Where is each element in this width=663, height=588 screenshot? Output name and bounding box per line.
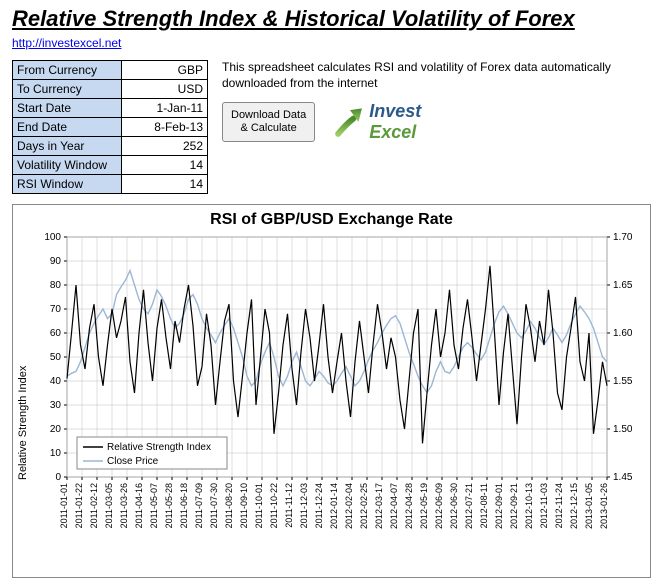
params-table: From CurrencyGBPTo CurrencyUSDStart Date… xyxy=(12,60,208,194)
param-value: GBP xyxy=(122,61,208,80)
param-value: 14 xyxy=(122,175,208,194)
param-row: Volatility Window14 xyxy=(13,156,208,175)
svg-text:2011-10-22: 2011-10-22 xyxy=(269,483,279,528)
svg-text:1.55: 1.55 xyxy=(613,376,633,387)
svg-text:2011-07-30: 2011-07-30 xyxy=(209,483,219,528)
svg-text:2012-02-04: 2012-02-04 xyxy=(344,483,354,529)
svg-text:2012-11-03: 2012-11-03 xyxy=(539,483,549,528)
param-value: 14 xyxy=(122,156,208,175)
svg-text:2012-04-28: 2012-04-28 xyxy=(404,483,414,529)
svg-text:2012-08-11: 2012-08-11 xyxy=(479,483,489,528)
svg-text:2013-01-26: 2013-01-26 xyxy=(599,483,609,529)
svg-text:1.65: 1.65 xyxy=(613,280,633,291)
svg-text:1.70: 1.70 xyxy=(613,233,633,243)
param-row: Days in Year252 xyxy=(13,137,208,156)
svg-text:10: 10 xyxy=(50,448,62,459)
svg-text:2011-06-18: 2011-06-18 xyxy=(179,483,189,528)
svg-text:2012-10-13: 2012-10-13 xyxy=(524,483,534,529)
svg-text:2012-04-07: 2012-04-07 xyxy=(389,483,399,529)
param-label: RSI Window xyxy=(13,175,122,194)
svg-text:80: 80 xyxy=(50,280,62,291)
param-label: Start Date xyxy=(13,99,122,118)
svg-text:Close Price: Close Price xyxy=(107,456,159,467)
description-text: This spreadsheet calculates RSI and vola… xyxy=(222,60,651,91)
svg-text:2011-03-05: 2011-03-05 xyxy=(104,483,114,528)
svg-text:2012-11-24: 2012-11-24 xyxy=(554,483,564,528)
svg-text:2012-07-21: 2012-07-21 xyxy=(464,483,474,529)
svg-text:2011-11-12: 2011-11-12 xyxy=(284,483,294,528)
param-row: End Date8-Feb-13 xyxy=(13,118,208,137)
download-calculate-button[interactable]: Download Data& Calculate xyxy=(222,102,315,142)
svg-text:2011-12-03: 2011-12-03 xyxy=(299,483,309,528)
svg-text:0: 0 xyxy=(55,472,61,483)
param-label: Days in Year xyxy=(13,137,122,156)
svg-text:2012-03-17: 2012-03-17 xyxy=(374,483,384,529)
svg-text:2013-01-05: 2013-01-05 xyxy=(584,483,594,529)
param-label: To Currency xyxy=(13,80,122,99)
logo-text-excel: Excel xyxy=(369,122,416,142)
svg-text:30: 30 xyxy=(50,400,62,411)
param-value: 8-Feb-13 xyxy=(122,118,208,137)
rsi-chart: RSI of GBP/USD Exchange Rate Relative St… xyxy=(12,204,651,578)
svg-text:Relative Strength Index: Relative Strength Index xyxy=(107,442,211,453)
param-label: Volatility Window xyxy=(13,156,122,175)
svg-text:60: 60 xyxy=(50,328,62,339)
param-row: RSI Window14 xyxy=(13,175,208,194)
svg-text:2011-07-09: 2011-07-09 xyxy=(194,483,204,528)
svg-text:1.50: 1.50 xyxy=(613,424,633,435)
svg-text:2011-03-26: 2011-03-26 xyxy=(119,483,129,528)
svg-text:2012-06-09: 2012-06-09 xyxy=(434,483,444,529)
svg-text:2011-10-01: 2011-10-01 xyxy=(254,483,264,528)
param-label: End Date xyxy=(13,118,122,137)
svg-text:2012-01-14: 2012-01-14 xyxy=(329,483,339,529)
invest-excel-logo: Invest Excel xyxy=(333,101,421,143)
param-value: 252 xyxy=(122,137,208,156)
param-row: From CurrencyGBP xyxy=(13,61,208,80)
page-title: Relative Strength Index & Historical Vol… xyxy=(12,6,651,32)
svg-text:40: 40 xyxy=(50,376,62,387)
svg-text:2012-02-25: 2012-02-25 xyxy=(359,483,369,529)
svg-text:70: 70 xyxy=(50,304,62,315)
svg-text:2011-08-20: 2011-08-20 xyxy=(224,483,234,528)
svg-text:1.60: 1.60 xyxy=(613,328,633,339)
param-row: Start Date1-Jan-11 xyxy=(13,99,208,118)
svg-text:2011-05-28: 2011-05-28 xyxy=(164,483,174,528)
svg-text:1.45: 1.45 xyxy=(613,472,633,483)
svg-text:20: 20 xyxy=(50,424,62,435)
param-label: From Currency xyxy=(13,61,122,80)
param-value: USD xyxy=(122,80,208,99)
chart-plot-area: 0 10 20 30 40 50 60 70 80 90 100 1.45 1.50 1.55 1.60 1.… xyxy=(33,233,643,573)
svg-text:90: 90 xyxy=(50,256,62,267)
logo-text-invest: Invest xyxy=(369,101,421,121)
svg-text:2011-04-16: 2011-04-16 xyxy=(134,483,144,528)
param-value: 1-Jan-11 xyxy=(122,99,208,118)
chart-title: RSI of GBP/USD Exchange Rate xyxy=(17,211,646,229)
svg-text:2012-09-21: 2012-09-21 xyxy=(509,483,519,529)
svg-text:2011-12-24: 2011-12-24 xyxy=(314,483,324,528)
svg-text:2011-05-07: 2011-05-07 xyxy=(149,483,159,528)
svg-text:50: 50 xyxy=(50,352,62,363)
svg-text:2011-09-10: 2011-09-10 xyxy=(239,483,249,528)
svg-text:100: 100 xyxy=(44,233,61,243)
y-axis-left-label: Relative Strength Index xyxy=(17,233,33,573)
svg-text:2011-02-12: 2011-02-12 xyxy=(89,483,99,528)
svg-text:2012-05-19: 2012-05-19 xyxy=(419,483,429,529)
svg-text:2011-01-22: 2011-01-22 xyxy=(74,483,84,528)
svg-text:2012-12-15: 2012-12-15 xyxy=(569,483,579,529)
svg-text:2012-09-01: 2012-09-01 xyxy=(494,483,504,529)
source-link[interactable]: http://investexcel.net xyxy=(12,36,121,50)
svg-text:2011-01-01: 2011-01-01 xyxy=(59,483,69,528)
svg-text:2012-06-30: 2012-06-30 xyxy=(449,483,459,529)
param-row: To CurrencyUSD xyxy=(13,80,208,99)
arrow-up-icon xyxy=(333,105,367,139)
